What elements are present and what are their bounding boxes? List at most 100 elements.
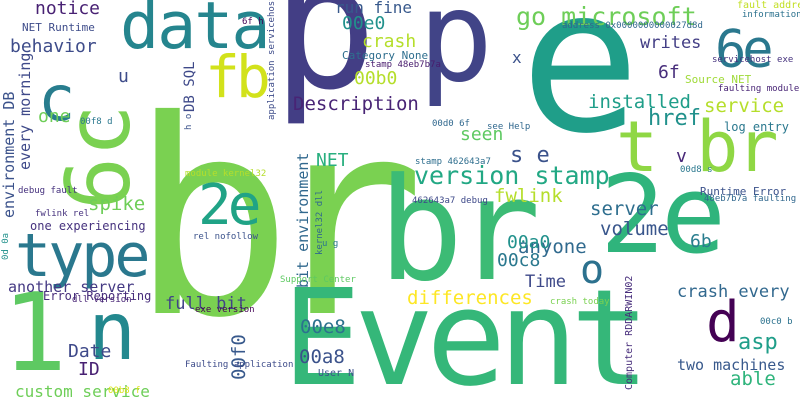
word: Error Reporting [43, 289, 152, 303]
word: asp [738, 330, 778, 355]
word: one experiencing [30, 219, 146, 233]
word: crash [362, 31, 417, 52]
word: x [512, 48, 522, 67]
word: 00f8 d [80, 117, 113, 127]
word: two machines [677, 356, 786, 374]
word: href [648, 106, 701, 131]
word: another server [8, 278, 135, 296]
word: ID [78, 359, 100, 380]
word: br [378, 148, 541, 313]
word: version stamp [414, 161, 610, 190]
word: s e [510, 143, 550, 168]
word: environment DB [0, 91, 18, 218]
word: 00f0 [228, 334, 250, 380]
word: fwlink rel [35, 209, 90, 219]
word: NET Runtime [22, 21, 95, 34]
word: Description [293, 93, 419, 115]
word: p [272, 0, 378, 129]
word: address 0x0000000000027d8d [562, 21, 703, 31]
word: installed [588, 91, 691, 113]
word: 00b0 [354, 68, 398, 89]
word: 1 [2, 271, 68, 396]
word: crash today [550, 297, 610, 307]
word: 6b [690, 231, 712, 252]
word: 0d 0a [1, 232, 11, 260]
word: d [706, 290, 740, 355]
word: h o [184, 113, 194, 130]
word: c [38, 62, 76, 135]
word: e [520, 0, 641, 178]
word: Support Center [280, 275, 356, 285]
word: see Help [487, 122, 531, 132]
word: servicehost exe [712, 55, 794, 65]
word: 00c8 [497, 250, 541, 271]
word: 00d8 s [680, 165, 713, 175]
word: NET [316, 150, 349, 171]
word: type [15, 221, 150, 291]
word: volume [600, 218, 669, 240]
word: bit environment [294, 152, 312, 288]
word: rel nofollow [193, 232, 259, 242]
word: stamp 462643a7 [415, 157, 491, 167]
word: log entry [724, 120, 790, 134]
word: 462643a7 debug [412, 196, 488, 206]
word: exe version [195, 305, 255, 315]
word: 00a8 [299, 346, 345, 368]
word: 48eb7b7a faulting [704, 194, 797, 204]
word: debug fault [18, 186, 78, 196]
word: run fine [335, 0, 413, 17]
word: custom service [15, 382, 150, 400]
word: User N [318, 368, 355, 379]
word: every morning [16, 52, 34, 170]
word: u [118, 66, 129, 87]
word: notice [35, 0, 101, 19]
word: 6f h [242, 17, 264, 27]
word: n [88, 285, 137, 378]
word: Event [282, 262, 650, 400]
word: data [120, 0, 271, 64]
word: 00b8 f [108, 386, 141, 396]
word: 2e [198, 173, 261, 238]
word: Computer RDDARWIN02 [624, 275, 635, 390]
word: information see [742, 10, 800, 20]
word: 00e8 [300, 316, 346, 338]
word: Faulting application [185, 360, 294, 370]
word: writes [640, 33, 702, 53]
word: dll version [72, 295, 132, 305]
word: 00c0 b [760, 317, 793, 327]
word: module kernel32 [185, 169, 267, 179]
word: seen [460, 124, 504, 145]
word: go microsoft [516, 2, 697, 31]
word: able [730, 368, 776, 390]
word: faulting module [718, 84, 800, 94]
word: differences [407, 287, 533, 309]
word: 2e [600, 153, 726, 278]
word: t br [616, 106, 779, 188]
word: 6e [715, 20, 774, 80]
word: anyone [518, 236, 587, 258]
word: Source NET [685, 73, 752, 86]
word: service [704, 95, 785, 117]
word: v [676, 146, 687, 167]
word: 00a0 [507, 232, 551, 253]
word: o [580, 247, 605, 293]
word: DB SQL [182, 61, 198, 112]
word: fb [205, 43, 271, 111]
word: behavior [10, 36, 97, 57]
word: crash every [677, 282, 790, 302]
word: Category None [342, 49, 429, 62]
word: u g [322, 239, 339, 249]
word: 00d0 6f [432, 119, 470, 129]
word: fwlink [494, 185, 563, 207]
word: p [418, 0, 494, 110]
word: Date [68, 341, 112, 362]
word: application servicehost [267, 0, 277, 120]
word: 00e0 [342, 13, 386, 34]
word: server [590, 198, 659, 220]
word: Time [525, 272, 566, 292]
word: one [38, 106, 71, 127]
word: Runtime Error [700, 185, 787, 198]
word: stamp 48eb7b7a [365, 60, 441, 70]
word: fault address [737, 0, 800, 11]
word: full bit [165, 294, 247, 314]
